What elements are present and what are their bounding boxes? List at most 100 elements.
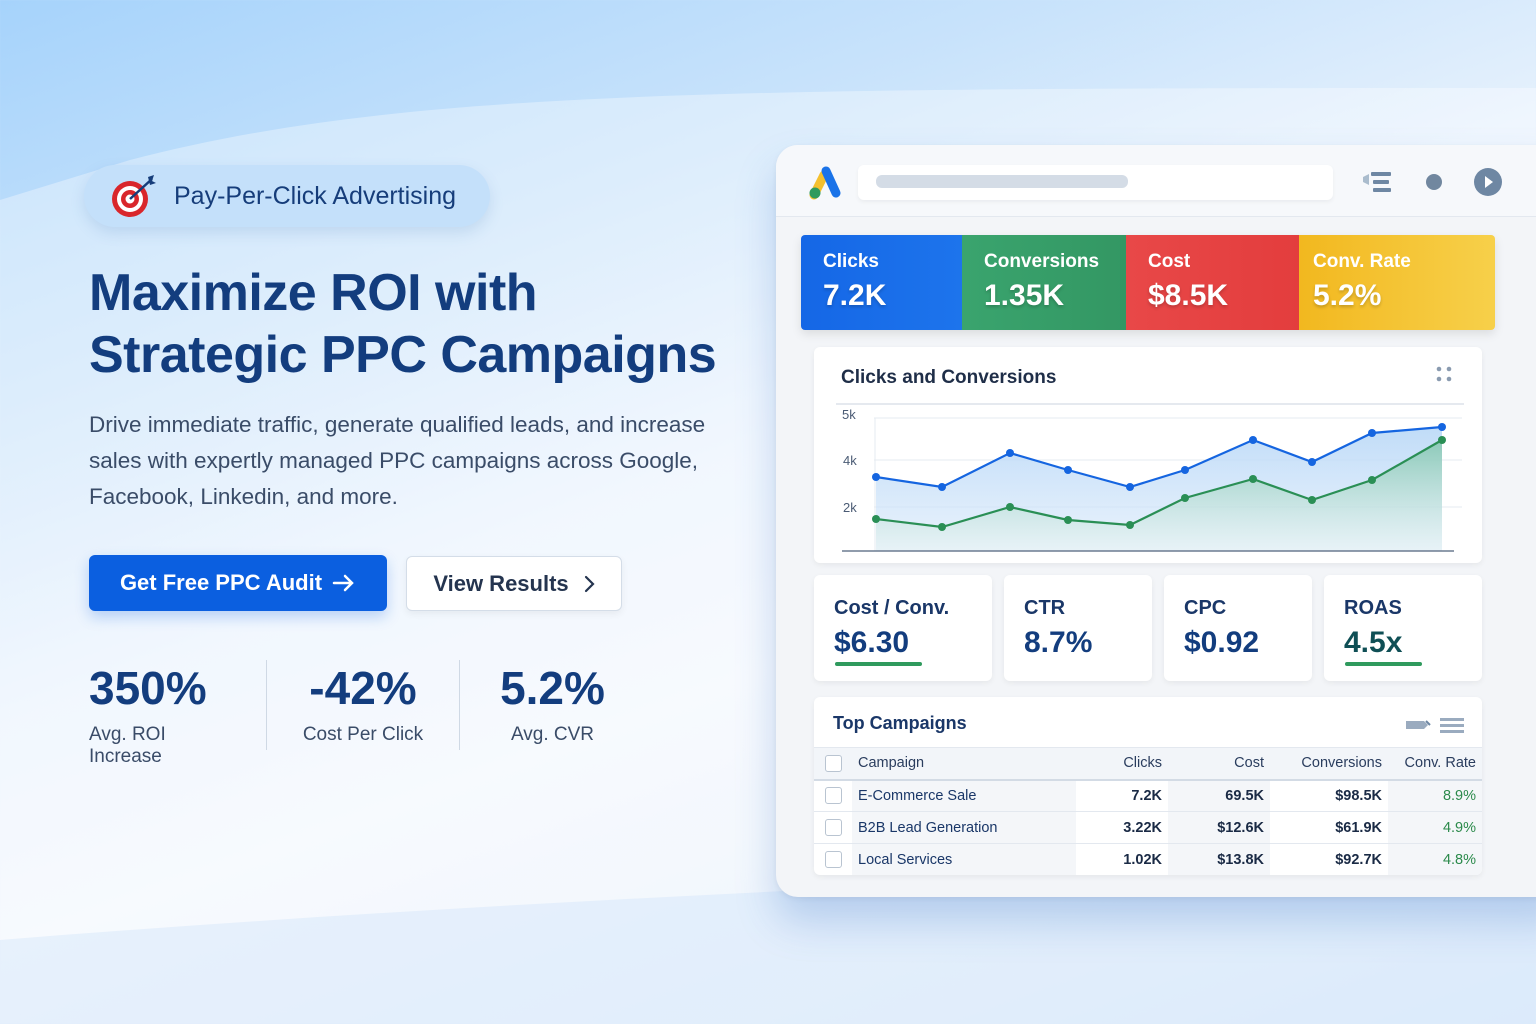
- metric-roas[interactable]: ROAS 4.5x: [1324, 575, 1482, 681]
- stats-row: 350% Avg. ROI Increase -42% Cost Per Cli…: [89, 660, 645, 767]
- kpi-value: 5.2%: [1313, 279, 1382, 312]
- kpi-cost[interactable]: Cost $8.5K: [1126, 235, 1299, 330]
- row-select-cell: [814, 844, 852, 876]
- cell-clicks: 1.02K: [1123, 851, 1162, 868]
- campaigns-table: Campaign Clicks Cost Conversions Conv. R…: [814, 747, 1482, 875]
- chevron-right-icon: [584, 575, 595, 592]
- y-tick-5k: 5k: [842, 407, 856, 422]
- google-ads-logo: [809, 166, 841, 200]
- cell-conversions: $98.5K: [1335, 787, 1382, 804]
- dashboard-topbar: [776, 145, 1536, 217]
- metric-value: $0.92: [1184, 626, 1260, 659]
- dashboard-window: Clicks 7.2K Conversions 1.35K Cost $8.5K…: [776, 145, 1536, 897]
- metric-cost-per-conv[interactable]: Cost / Conv. $6.30: [814, 575, 992, 681]
- metric-cpc[interactable]: CPC $0.92: [1164, 575, 1312, 681]
- cell-campaign[interactable]: B2B Lead Generation: [852, 811, 1076, 844]
- cell-campaign[interactable]: Local Services: [852, 843, 1076, 875]
- table-header-row: Campaign Clicks Cost Conversions Conv. R…: [814, 747, 1482, 780]
- cell-conv-rate: 4.9%: [1388, 811, 1482, 844]
- grid-dots-icon[interactable]: [1436, 365, 1452, 383]
- cell-clicks: 7.2K: [1131, 787, 1162, 804]
- get-free-audit-button[interactable]: Get Free PPC Audit: [89, 555, 387, 611]
- title-line-2: Strategic PPC Campaigns: [89, 326, 717, 384]
- kpi-label: Clicks: [823, 251, 879, 272]
- chart-title: Clicks and Conversions: [841, 367, 1057, 388]
- stat-value: 350%: [89, 662, 207, 714]
- kpi-strip: Clicks 7.2K Conversions 1.35K Cost $8.5K…: [801, 235, 1495, 330]
- column-clicks[interactable]: Clicks: [1123, 755, 1162, 772]
- play-icon[interactable]: [1473, 167, 1503, 197]
- select-all-cell: [814, 748, 852, 780]
- stat-label: Avg. ROI Increase: [89, 724, 166, 767]
- category-badge: Pay-Per-Click Advertising: [84, 165, 490, 227]
- badge-label: Pay-Per-Click Advertising: [174, 181, 457, 210]
- stat-cvr: 5.2% Avg. CVR: [460, 660, 645, 750]
- stat-cpc: -42% Cost Per Click: [267, 660, 460, 750]
- kpi-value: $8.5K: [1148, 279, 1229, 312]
- cell-cost: $12.6K: [1168, 811, 1270, 844]
- table-row[interactable]: B2B Lead Generation 3.22K $12.6K $61.9K …: [814, 811, 1482, 844]
- kpi-value: 7.2K: [823, 279, 887, 312]
- row-select-cell: [814, 780, 852, 812]
- cell-campaign[interactable]: E-Commerce Sale: [852, 779, 1076, 812]
- cell-cost: 69.5K: [1168, 779, 1270, 812]
- table-row[interactable]: E-Commerce Sale 7.2K 69.5K $98.5K 8.9%: [814, 779, 1482, 812]
- kpi-label: Cost: [1148, 251, 1191, 272]
- stat-label: Avg. CVR: [510, 724, 595, 745]
- cell-conversions: $92.7K: [1335, 851, 1382, 868]
- cell-cost: $13.8K: [1168, 843, 1270, 875]
- title-line-1: Maximize ROI with: [89, 264, 538, 322]
- kpi-value: 1.35K: [984, 279, 1065, 312]
- metric-label: CTR: [1024, 597, 1066, 619]
- cell-conv-rate: 8.9%: [1388, 779, 1482, 812]
- column-campaign[interactable]: Campaign: [858, 755, 925, 772]
- cell-conv-rate: 4.8%: [1388, 843, 1482, 875]
- table-row[interactable]: Local Services 1.02K $13.8K $92.7K 4.8%: [814, 843, 1482, 876]
- metric-label: CPC: [1184, 597, 1227, 619]
- metric-underline: [1345, 662, 1422, 666]
- metric-value: $6.30: [834, 626, 910, 659]
- hero-section: Pay-Per-Click Advertising Maximize ROI w…: [0, 0, 760, 1024]
- select-all-checkbox[interactable]: [824, 754, 842, 772]
- button-label: View Results: [433, 570, 569, 596]
- metric-value: 8.7%: [1024, 626, 1093, 659]
- kpi-conv-rate[interactable]: Conv. Rate 5.2%: [1299, 235, 1495, 330]
- stat-roi: 350% Avg. ROI Increase: [89, 660, 267, 767]
- dot-icon[interactable]: [1425, 173, 1443, 191]
- area-chart: 5k 4k 2k: [836, 403, 1464, 552]
- button-label: Get Free PPC Audit: [119, 570, 323, 595]
- clicks-conversions-chart-card: Clicks and Conversions 5k 4k 2k: [814, 347, 1482, 563]
- kpi-label: Conversions: [984, 251, 1100, 272]
- view-results-button[interactable]: View Results: [406, 556, 622, 611]
- stat-value: 5.2%: [500, 662, 605, 714]
- kpi-conversions[interactable]: Conversions 1.35K: [962, 235, 1126, 330]
- row-checkbox[interactable]: [824, 787, 842, 805]
- metric-label: ROAS: [1344, 597, 1402, 619]
- arrow-right-icon: [332, 574, 354, 592]
- row-select-cell: [814, 812, 852, 844]
- hero-description: Drive immediate traffic, generate qualif…: [89, 412, 706, 509]
- metric-label: Cost / Conv.: [834, 597, 950, 619]
- kpi-clicks[interactable]: Clicks 7.2K: [801, 235, 962, 330]
- column-conv-rate[interactable]: Conv. Rate: [1404, 755, 1476, 772]
- row-checkbox[interactable]: [824, 819, 842, 836]
- stat-label: Cost Per Click: [302, 724, 424, 745]
- column-conversions[interactable]: Conversions: [1301, 755, 1382, 772]
- table-title: Top Campaigns: [833, 713, 967, 733]
- metric-value: 4.5x: [1344, 626, 1403, 659]
- column-cost[interactable]: Cost: [1234, 755, 1264, 772]
- megaphone-list-icon[interactable]: [1361, 169, 1395, 195]
- menu-icon[interactable]: [1440, 717, 1464, 733]
- cell-clicks: 3.22K: [1123, 819, 1162, 836]
- metric-ctr[interactable]: CTR 8.7%: [1004, 575, 1152, 681]
- metrics-row: Cost / Conv. $6.30 CTR 8.7% CPC $0.92 RO…: [814, 575, 1482, 681]
- row-checkbox[interactable]: [824, 851, 842, 868]
- metric-underline: [835, 662, 922, 666]
- tag-icon[interactable]: [1404, 718, 1436, 732]
- search-placeholder-bar: [876, 175, 1128, 188]
- search-input[interactable]: [858, 165, 1333, 200]
- y-tick-2k: 2k: [843, 500, 857, 515]
- stat-value: -42%: [309, 662, 417, 714]
- page-title: Maximize ROI with Strategic PPC Campaign…: [89, 262, 749, 386]
- target-icon: [112, 175, 156, 217]
